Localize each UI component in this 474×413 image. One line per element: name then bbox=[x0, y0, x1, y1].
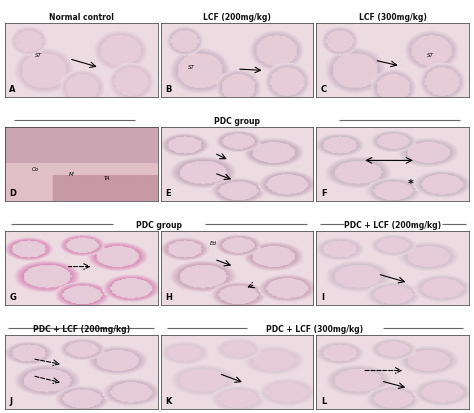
Text: H: H bbox=[165, 292, 172, 301]
Text: I: I bbox=[321, 292, 324, 301]
Text: A: A bbox=[9, 85, 16, 94]
Text: Co: Co bbox=[32, 166, 39, 171]
Text: D: D bbox=[9, 189, 16, 198]
Text: Normal control: Normal control bbox=[49, 13, 114, 21]
Text: E: E bbox=[165, 189, 171, 198]
Text: ST: ST bbox=[427, 53, 433, 58]
Text: TA: TA bbox=[104, 176, 111, 180]
Text: K: K bbox=[165, 396, 172, 405]
Text: Ed: Ed bbox=[210, 241, 217, 246]
Text: LCF (200mg/kg): LCF (200mg/kg) bbox=[203, 13, 271, 21]
Text: PDC + LCF (200mg/kg): PDC + LCF (200mg/kg) bbox=[33, 324, 130, 333]
Text: F: F bbox=[321, 189, 327, 198]
Text: PDC group: PDC group bbox=[214, 116, 260, 126]
Text: LCF (300mg/kg): LCF (300mg/kg) bbox=[359, 13, 427, 21]
Text: ST: ST bbox=[188, 64, 195, 69]
Text: PDC + LCF (200mg/kg): PDC + LCF (200mg/kg) bbox=[344, 220, 441, 229]
Text: PDC group: PDC group bbox=[136, 220, 182, 229]
Text: C: C bbox=[321, 85, 327, 94]
Text: PDC + LCF (300mg/kg): PDC + LCF (300mg/kg) bbox=[266, 324, 364, 333]
Text: G: G bbox=[9, 292, 16, 301]
Text: *: * bbox=[408, 179, 414, 189]
Text: J: J bbox=[9, 396, 12, 405]
Text: ST: ST bbox=[35, 53, 42, 58]
Text: L: L bbox=[321, 396, 326, 405]
Text: M: M bbox=[69, 172, 73, 177]
Text: B: B bbox=[165, 85, 172, 94]
